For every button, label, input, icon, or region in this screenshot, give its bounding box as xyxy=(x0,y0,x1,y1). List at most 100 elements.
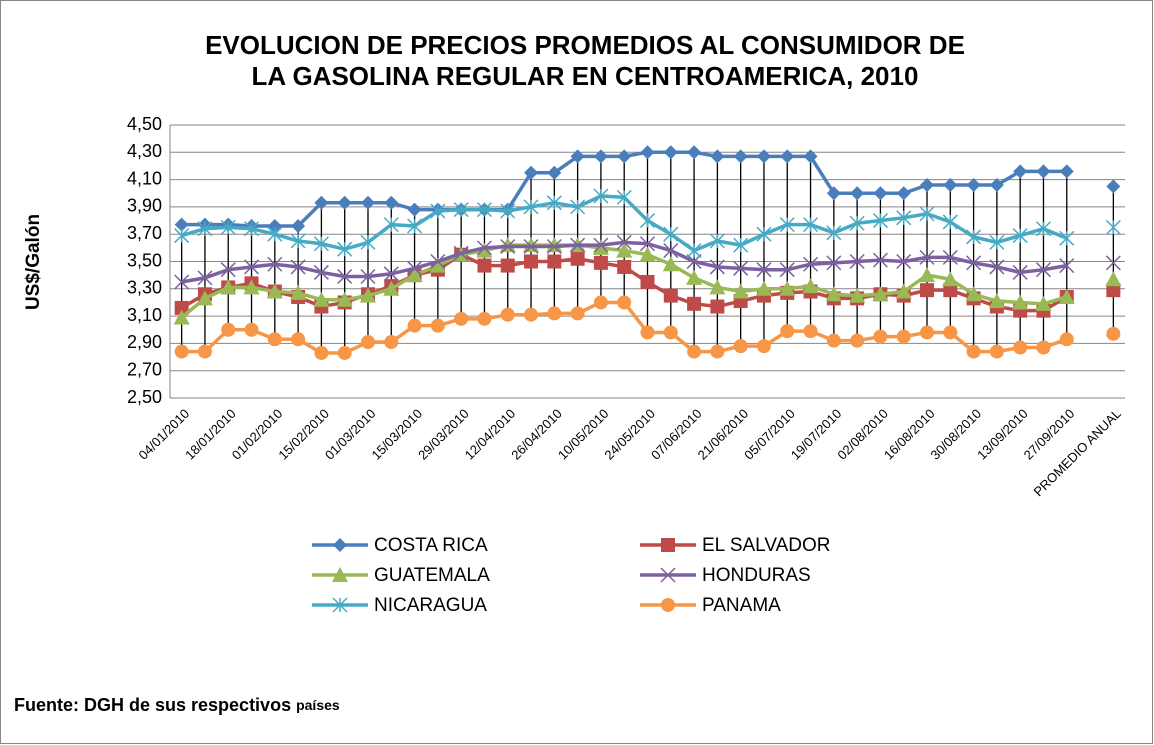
marker xyxy=(291,332,306,347)
marker xyxy=(780,324,795,339)
marker xyxy=(1105,219,1121,235)
marker xyxy=(383,217,399,233)
marker xyxy=(989,259,1005,275)
marker xyxy=(803,149,818,164)
marker xyxy=(639,246,656,262)
marker xyxy=(1105,271,1122,287)
marker xyxy=(687,296,702,311)
marker xyxy=(1013,164,1028,179)
marker xyxy=(220,262,236,278)
marker xyxy=(407,318,422,333)
marker xyxy=(336,291,353,307)
marker xyxy=(430,253,446,270)
marker xyxy=(850,333,865,348)
y-tick-label: 3,30 xyxy=(127,278,162,298)
chart-title: EVOLUCION DE PRECIOS PROMEDIOS AL CONSUM… xyxy=(205,30,965,60)
marker xyxy=(661,598,675,612)
marker xyxy=(942,249,958,265)
marker xyxy=(430,203,446,219)
source-text: Fuente: DGH de sus respectivos xyxy=(14,695,291,715)
marker xyxy=(687,344,702,359)
marker xyxy=(663,288,678,303)
marker xyxy=(733,260,749,276)
marker xyxy=(359,287,376,303)
marker xyxy=(850,186,865,201)
marker xyxy=(663,145,678,160)
marker xyxy=(476,240,492,256)
marker xyxy=(173,309,190,325)
marker xyxy=(639,213,656,229)
marker xyxy=(453,202,469,218)
marker xyxy=(243,279,260,295)
marker xyxy=(174,228,190,244)
marker xyxy=(523,237,540,253)
y-axis-label: US$/Galón xyxy=(23,214,44,310)
marker xyxy=(755,280,772,296)
marker xyxy=(663,243,679,259)
marker xyxy=(1059,332,1074,347)
marker xyxy=(616,234,632,250)
marker xyxy=(332,567,348,582)
marker xyxy=(872,213,888,229)
marker xyxy=(826,186,841,201)
marker xyxy=(360,234,376,250)
marker xyxy=(640,145,655,160)
marker xyxy=(477,311,492,326)
marker xyxy=(360,335,375,350)
marker xyxy=(686,253,702,270)
marker xyxy=(686,269,703,285)
marker xyxy=(476,202,492,218)
marker xyxy=(337,241,353,257)
marker xyxy=(267,219,282,234)
marker xyxy=(197,344,212,359)
marker xyxy=(733,237,749,253)
marker xyxy=(313,264,329,280)
marker xyxy=(895,283,912,299)
marker xyxy=(477,258,492,273)
marker xyxy=(965,286,982,302)
marker xyxy=(966,178,981,193)
marker xyxy=(407,202,422,217)
marker xyxy=(756,149,771,164)
y-tick-label: 4,10 xyxy=(127,168,162,188)
marker xyxy=(174,274,190,290)
marker xyxy=(710,149,725,164)
marker xyxy=(920,283,935,298)
legend-label: PANAMA xyxy=(702,595,781,616)
marker xyxy=(174,217,189,232)
marker xyxy=(826,225,842,241)
marker xyxy=(174,300,189,315)
marker xyxy=(803,324,818,339)
marker xyxy=(779,262,795,278)
marker xyxy=(291,219,306,234)
marker xyxy=(616,189,632,205)
marker xyxy=(873,186,888,201)
marker xyxy=(988,293,1005,309)
marker xyxy=(709,259,725,275)
marker xyxy=(896,329,911,344)
marker xyxy=(524,254,539,269)
marker xyxy=(989,178,1004,193)
marker xyxy=(1059,258,1075,274)
marker xyxy=(966,344,981,359)
marker xyxy=(617,259,632,274)
marker xyxy=(1106,179,1121,194)
marker xyxy=(384,335,399,350)
marker xyxy=(453,245,469,261)
marker xyxy=(333,538,347,552)
marker xyxy=(1058,288,1075,304)
marker xyxy=(243,221,260,237)
marker xyxy=(500,307,515,322)
marker xyxy=(617,149,632,164)
marker xyxy=(524,307,539,322)
legend-label: NICARAGUA xyxy=(374,595,487,616)
marker xyxy=(383,280,400,296)
marker xyxy=(919,267,936,283)
legend-label: HONDURAS xyxy=(702,565,811,586)
marker xyxy=(617,295,632,310)
marker xyxy=(896,210,912,226)
marker xyxy=(989,344,1004,359)
source-note: Fuente: DGH de sus respectivos países xyxy=(14,695,340,715)
marker xyxy=(989,234,1005,250)
marker xyxy=(826,333,841,348)
